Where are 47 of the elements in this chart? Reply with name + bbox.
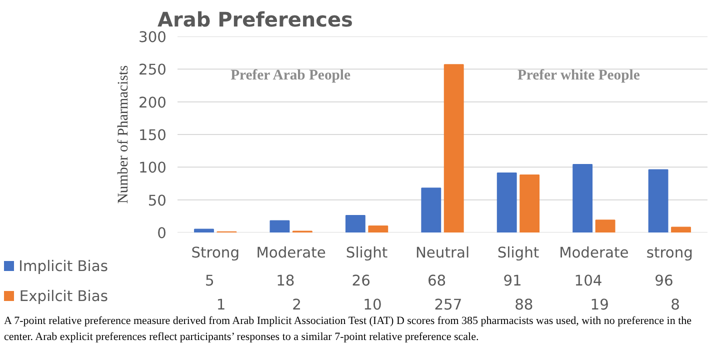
x-tick-label: Moderate xyxy=(256,244,326,262)
bar xyxy=(520,174,540,232)
data-label: 257 xyxy=(434,296,462,314)
data-label: 5 xyxy=(205,272,214,290)
x-tick-label: Neutral xyxy=(415,244,470,262)
x-tick-label: Slight xyxy=(346,244,388,262)
data-label: 10 xyxy=(363,296,382,314)
annotation: Prefer white People xyxy=(517,68,640,84)
y-tick-label: 150 xyxy=(138,127,167,144)
bar xyxy=(194,228,214,232)
x-tick-label: strong xyxy=(646,244,693,262)
chart-title: Arab Preferences xyxy=(158,8,353,32)
bar xyxy=(671,226,691,232)
y-tick-label: 50 xyxy=(148,192,167,210)
x-tick-label: Slight xyxy=(497,244,540,262)
data-label: 8 xyxy=(670,296,680,314)
bar xyxy=(345,215,366,232)
bar xyxy=(444,64,464,232)
data-label: 1 xyxy=(216,296,226,314)
data-label: 104 xyxy=(574,272,602,290)
data-label: 2 xyxy=(292,296,302,314)
data-label: 18 xyxy=(276,272,295,290)
y-tick-label: 0 xyxy=(157,225,167,242)
x-tick-label: Strong xyxy=(191,244,240,262)
text: A 7-point relative preference measure derived from Arab Implicit Association Test (IAT) D scores from 385 pharmacists was used, with no preference in the center. Arab explicit preferences reflect participants’ responses to a similar 7-point relative preference scale. xyxy=(4,314,693,345)
bar xyxy=(572,164,593,232)
bar xyxy=(496,172,517,232)
data-label: 96 xyxy=(654,272,674,290)
x-tick-label: Moderate xyxy=(559,244,629,262)
annotation: Prefer Arab People xyxy=(230,68,351,84)
bar xyxy=(595,220,616,232)
y-axis-title: Number of Pharmacists xyxy=(116,65,132,204)
data-label: 19 xyxy=(590,296,609,314)
y-tick-label: 200 xyxy=(138,94,167,112)
data-label: 26 xyxy=(352,272,370,290)
data-label: 91 xyxy=(503,272,522,290)
bar xyxy=(421,188,442,232)
y-tick-label: 100 xyxy=(138,160,167,177)
data-label: 68 xyxy=(427,272,446,290)
bar xyxy=(270,220,290,232)
y-tick-label: 250 xyxy=(138,62,167,79)
bar xyxy=(368,225,388,232)
legend-label: Implicit Bias xyxy=(18,257,108,278)
legend-label: Expilcit Bias xyxy=(18,287,108,308)
data-label: 88 xyxy=(514,296,534,314)
bar xyxy=(648,169,668,232)
y-tick-label: 300 xyxy=(138,29,167,46)
